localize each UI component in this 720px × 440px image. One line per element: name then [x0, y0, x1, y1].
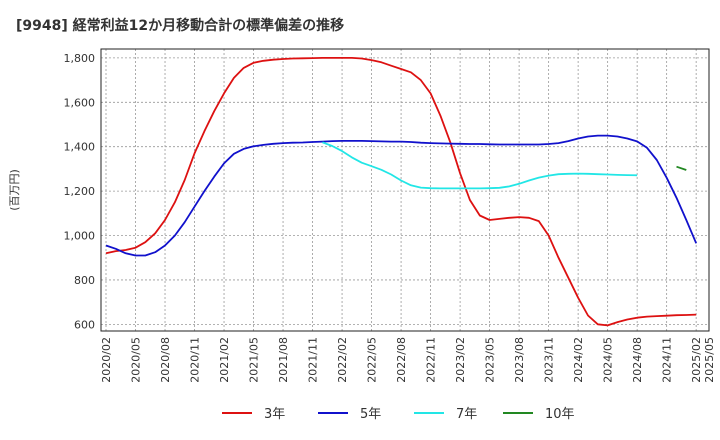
x-tick-label: 2021/11: [307, 337, 320, 383]
x-tick-label: 2023/08: [513, 337, 526, 383]
x-tick-label: 2020/11: [189, 337, 202, 383]
grid: [101, 49, 710, 331]
x-tick-label: 2024/11: [661, 337, 674, 383]
x-tick-label: 2021/08: [277, 337, 290, 383]
x-tick-label: 2024/05: [602, 337, 615, 383]
x-tick-label: 2025/02: [690, 337, 703, 383]
y-tick-label: 1,200: [64, 185, 96, 198]
y-tick-label: 1,600: [64, 96, 96, 109]
series-line-2: [105, 134, 698, 257]
y-tick-label: 1,400: [64, 141, 96, 154]
legend-label: 7年: [456, 407, 477, 422]
y-tick-label: 1,000: [64, 230, 96, 243]
plot-frame: [100, 48, 710, 332]
legend-label: 3年: [264, 407, 285, 422]
x-tick-label: 2023/11: [543, 337, 556, 383]
legend-label: 10年: [545, 407, 575, 422]
x-tick-label: 2022/05: [366, 337, 379, 383]
series-line-1: [105, 57, 697, 327]
x-tick-label: 2022/11: [425, 337, 438, 383]
x-tick-label: 2021/05: [248, 337, 261, 383]
y-tick-label: 800: [74, 274, 95, 287]
series-lines: [105, 57, 698, 327]
y-tick-label: 600: [74, 318, 95, 331]
x-tick-label: 2023/02: [454, 337, 467, 383]
x-tick-label: 2024/02: [572, 337, 585, 383]
x-tick-label: 2020/08: [159, 337, 172, 383]
x-tick-label: 2022/08: [395, 337, 408, 383]
legend: 3年 5年 7年 10年: [222, 407, 575, 422]
y-axis: 600 800 1,000 1,200 1,400 1,600 1,800: [64, 52, 96, 331]
series-line-3: [322, 141, 638, 190]
series-line-4: [676, 165, 687, 171]
x-axis: 2020/02 2020/05 2020/08 2020/11 2021/02 2021/…: [100, 337, 716, 383]
y-axis-label: (百万円): [8, 169, 21, 211]
x-tick-label: 2020/05: [130, 337, 143, 383]
x-tick-label: 2025/05: [703, 337, 716, 383]
x-tick-label: 2024/08: [631, 337, 644, 383]
x-tick-label: 2021/02: [218, 337, 231, 383]
chart-title: [9948] 経常利益12か月移動合計の標準偏差の推移: [16, 17, 344, 34]
legend-label: 5年: [360, 407, 381, 422]
x-tick-label: 2020/02: [100, 337, 113, 383]
x-tick-label: 2023/05: [484, 337, 497, 383]
y-tick-label: 1,800: [64, 52, 96, 65]
x-tick-label: 2022/02: [336, 337, 349, 383]
